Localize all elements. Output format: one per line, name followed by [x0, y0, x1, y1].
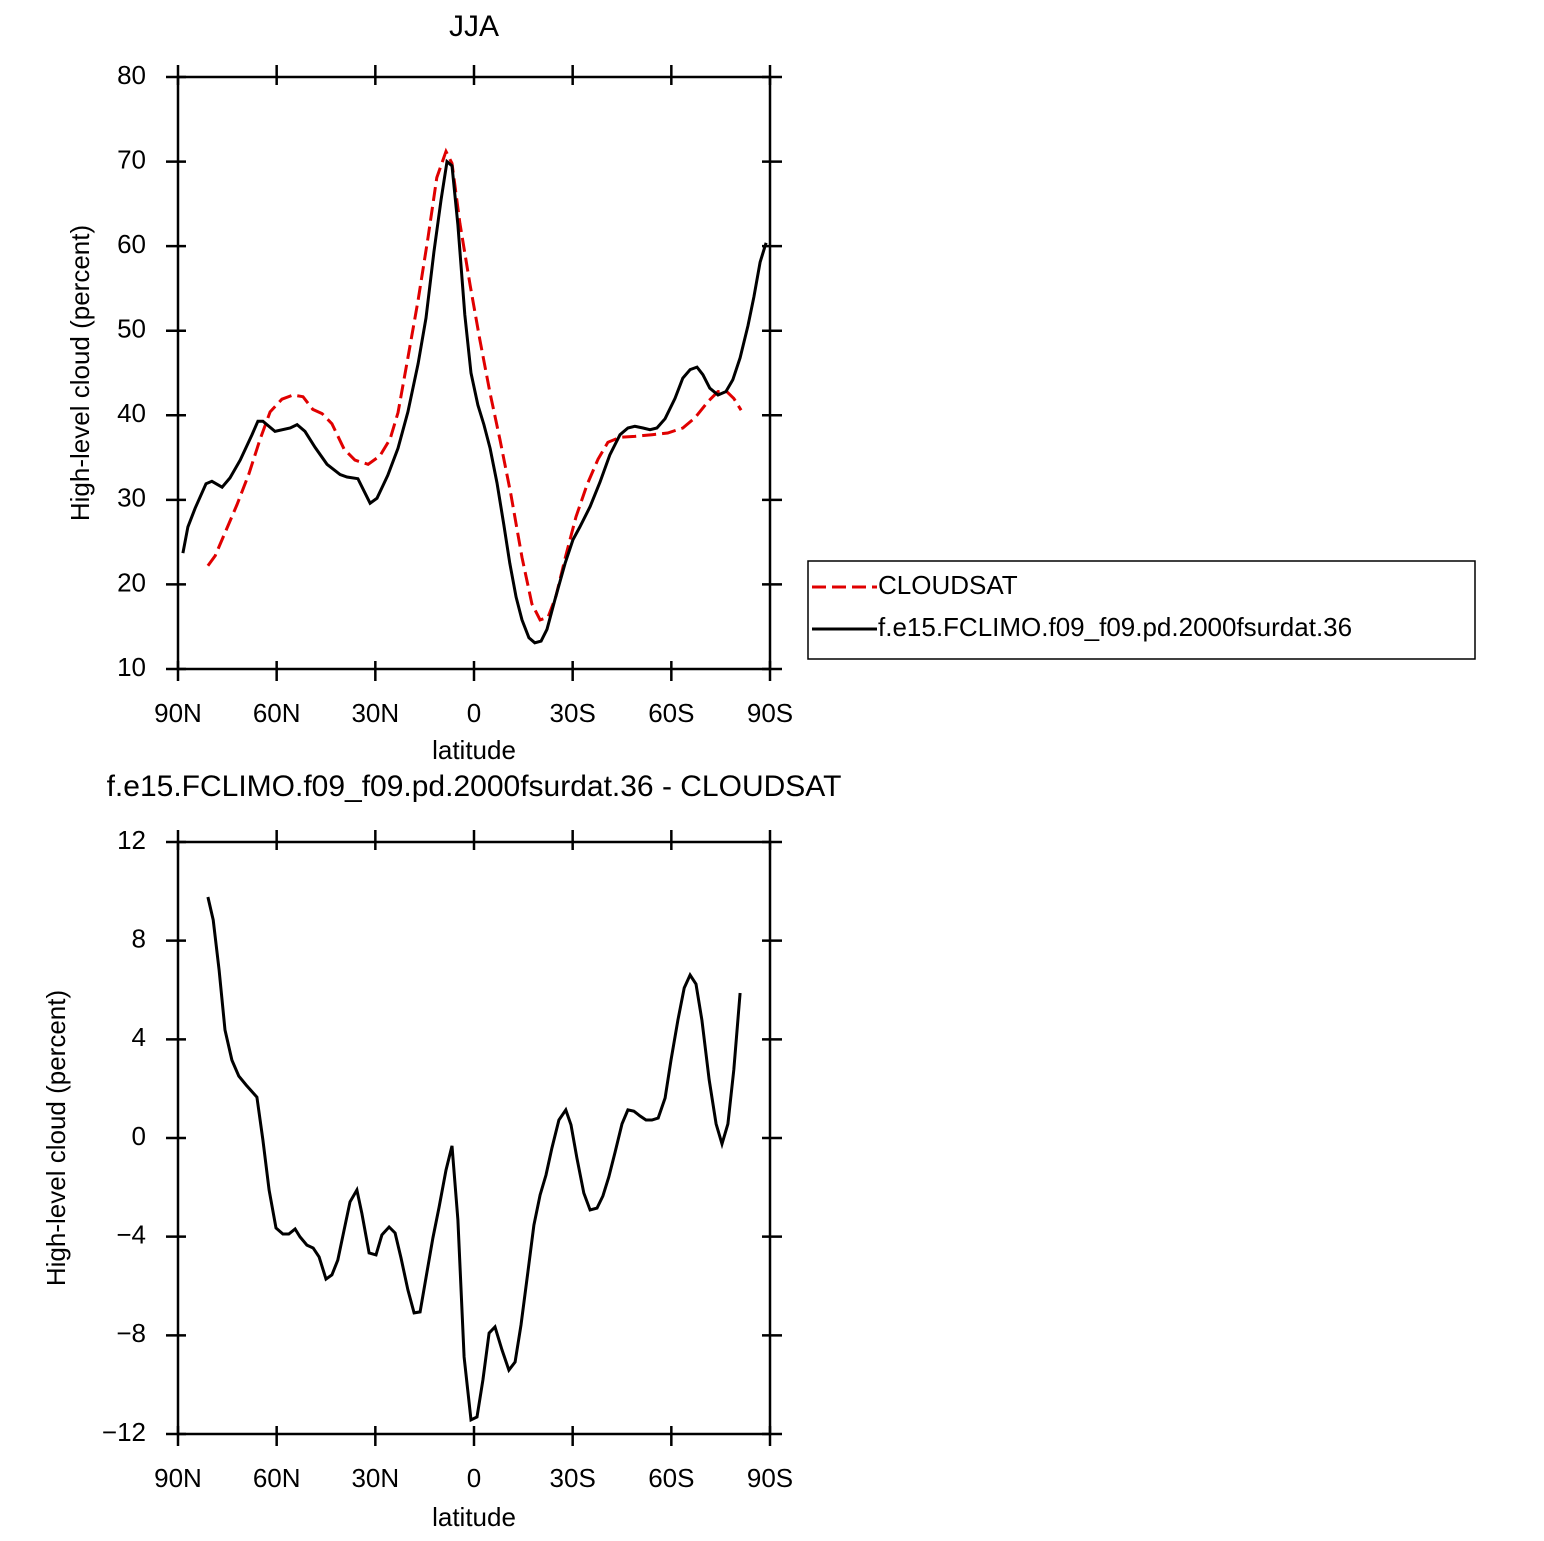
y-tick-label: −4	[116, 1220, 146, 1250]
y-axis-label: High-level cloud (percent)	[65, 225, 95, 521]
x-axis-label: latitude	[432, 735, 516, 765]
x-tick-label: 90S	[747, 698, 793, 728]
data-line	[206, 896, 742, 1423]
data-line	[206, 147, 743, 622]
y-tick-label: 60	[117, 229, 146, 259]
y-tick-label: 40	[117, 398, 146, 428]
plot-frame	[176, 840, 772, 1436]
x-tick-label: 30N	[351, 1463, 399, 1493]
legend-box	[807, 560, 1476, 660]
x-tick-label: 60N	[253, 1463, 301, 1493]
x-tick-label: 30S	[550, 698, 596, 728]
x-tick-label: 60S	[648, 1463, 694, 1493]
x-tick-label: 0	[467, 1463, 481, 1493]
x-tick-label: 90N	[154, 1463, 202, 1493]
y-tick-label: −12	[102, 1417, 146, 1447]
y-tick-label: 10	[117, 652, 146, 682]
chart-title: JJA	[449, 10, 499, 43]
x-tick-label: 90N	[154, 698, 202, 728]
y-axis-label: High-level cloud (percent)	[41, 990, 71, 1286]
chart-title: f.e15.FCLIMO.f09_f09.pd.2000fsurdat.36 -…	[107, 770, 842, 803]
x-tick-label: 0	[467, 698, 481, 728]
x-tick-label: 90S	[747, 1463, 793, 1493]
data-line	[181, 158, 768, 645]
x-tick-label: 30N	[351, 698, 399, 728]
plot-frame	[176, 75, 772, 671]
y-tick-label: 80	[117, 60, 146, 90]
x-tick-label: 60N	[253, 698, 301, 728]
legend-label: f.e15.FCLIMO.f09_f09.pd.2000fsurdat.36	[878, 612, 1352, 642]
y-tick-label: 20	[117, 567, 146, 597]
x-tick-label: 60S	[648, 698, 694, 728]
x-axis-label: latitude	[432, 1502, 516, 1532]
y-tick-label: 4	[132, 1022, 146, 1052]
y-tick-label: −8	[116, 1318, 146, 1348]
y-tick-label: 30	[117, 483, 146, 513]
y-tick-label: 0	[132, 1121, 146, 1151]
y-tick-label: 70	[117, 144, 146, 174]
y-tick-label: 50	[117, 314, 146, 344]
y-tick-label: 8	[132, 924, 146, 954]
legend-label: CLOUDSAT	[878, 570, 1018, 600]
y-tick-label: 12	[117, 825, 146, 855]
x-tick-label: 30S	[550, 1463, 596, 1493]
